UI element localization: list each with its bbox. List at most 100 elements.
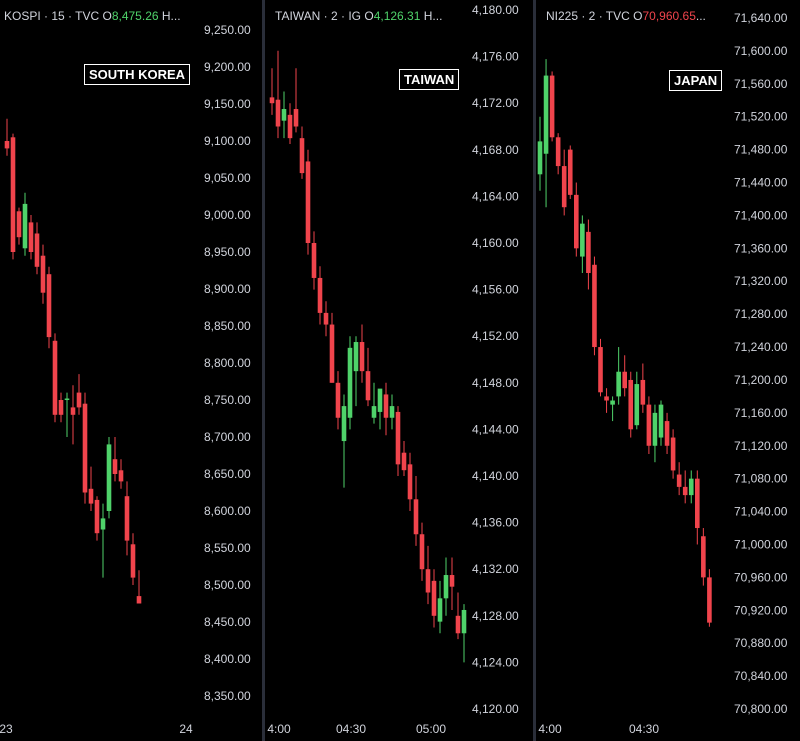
y-tick-label: 9,000.00 <box>204 208 251 222</box>
candle-body <box>70 407 76 415</box>
open-value: 70,960.65 <box>642 9 696 23</box>
candle <box>76 374 82 415</box>
panel-divider[interactable] <box>262 0 265 741</box>
candle <box>658 400 664 446</box>
candle <box>574 182 579 257</box>
y-tick-label: 71,640.00 <box>734 11 788 25</box>
y-tick-label: 71,360.00 <box>734 241 788 255</box>
candle <box>365 347 371 407</box>
y-tick-label: 9,250.00 <box>204 23 251 37</box>
x-tick-label: 24 <box>179 722 193 736</box>
candle <box>646 396 652 454</box>
y-tick-label: 8,500.00 <box>204 578 251 592</box>
candle-body <box>299 138 305 174</box>
candle <box>604 388 609 413</box>
candle-body <box>323 312 329 325</box>
candle-body <box>598 347 603 393</box>
candle <box>383 382 389 436</box>
y-tick-label: 71,200.00 <box>734 373 788 387</box>
candle <box>94 496 100 541</box>
candle <box>347 336 353 430</box>
candle-body <box>574 194 579 249</box>
candle-body <box>34 233 40 267</box>
candle-body <box>658 404 664 438</box>
candle-body <box>76 392 82 408</box>
candle <box>676 462 682 496</box>
chart-header: TAIWAN · 2 · IG O4,126.31 H... <box>275 9 442 23</box>
y-tick-label: 8,750.00 <box>204 393 251 407</box>
candle-body <box>269 97 275 104</box>
candle-body <box>64 398 70 401</box>
candle <box>610 396 615 422</box>
y-tick-label: 9,100.00 <box>204 134 251 148</box>
candle-body <box>461 609 467 634</box>
candle <box>118 459 124 489</box>
candle <box>281 91 287 139</box>
candle-body <box>586 231 591 274</box>
y-tick-label: 4,152.00 <box>472 329 519 343</box>
candle <box>455 592 461 640</box>
candle-body <box>317 277 323 313</box>
x-tick-label: 23 <box>0 722 13 736</box>
candle <box>425 545 431 605</box>
candle-body <box>401 452 407 471</box>
candle <box>311 231 317 290</box>
y-tick-label: 8,350.00 <box>204 689 251 703</box>
y-tick-label: 4,156.00 <box>472 283 519 297</box>
x-tick-label: 4:00 <box>538 722 562 736</box>
y-tick-label: 8,400.00 <box>204 652 251 666</box>
candle-body <box>124 496 130 541</box>
candle <box>323 301 329 337</box>
candle <box>701 528 706 586</box>
candle-body <box>431 580 437 616</box>
candle-body <box>275 99 281 127</box>
candle-body <box>287 114 293 139</box>
y-tick-label: 4,140.00 <box>472 469 519 483</box>
candle-body <box>383 394 389 418</box>
y-tick-label: 71,120.00 <box>734 439 788 453</box>
y-tick-label: 70,800.00 <box>734 702 788 716</box>
candle-body <box>634 384 640 426</box>
y-tick-label: 71,080.00 <box>734 472 788 486</box>
open-prefix: O <box>102 9 112 23</box>
candle <box>419 522 425 581</box>
candle <box>437 580 443 634</box>
candle-body <box>425 569 431 593</box>
taiwan-candlestick-chart: 4,180.00 4,176.00 4,172.00 4,168.00 4,164.00… <box>267 3 519 736</box>
candle <box>652 404 658 463</box>
x-tick-label: 04:30 <box>336 722 366 736</box>
y-tick-label: 70,840.00 <box>734 669 788 683</box>
y-tick-label: 4,168.00 <box>472 143 519 157</box>
candle-body <box>365 371 371 401</box>
candle-body <box>646 404 652 446</box>
y-tick-label: 4,160.00 <box>472 236 519 250</box>
open-value: 4,126.31 <box>373 9 421 23</box>
chart-panel-taiwan: 4,180.00 4,176.00 4,172.00 4,168.00 4,164.00… <box>265 0 533 741</box>
panel-divider[interactable] <box>533 0 536 741</box>
candle <box>395 406 401 476</box>
symbol-label: NI225 · 2 · TVC <box>546 9 630 23</box>
y-tick-label: 71,440.00 <box>734 176 788 190</box>
candle-body <box>567 149 573 195</box>
y-tick-label: 71,520.00 <box>734 110 788 124</box>
candle <box>10 133 16 260</box>
candle <box>305 149 311 255</box>
candle <box>335 371 341 430</box>
candle-body <box>701 536 706 578</box>
candle <box>561 149 567 216</box>
candle-body <box>455 615 461 634</box>
y-tick-label: 8,850.00 <box>204 319 251 333</box>
candle <box>567 145 573 199</box>
y-tick-label: 4,180.00 <box>472 3 519 17</box>
candle-body <box>395 411 401 465</box>
y-tick-label: 8,550.00 <box>204 541 251 555</box>
candle-body <box>610 400 615 405</box>
country-label: JAPAN <box>669 70 723 91</box>
candle <box>22 192 28 256</box>
candle <box>616 347 621 405</box>
candle-body <box>592 264 597 348</box>
candle <box>341 394 347 488</box>
y-tick-label: 4,128.00 <box>472 609 519 623</box>
japan-candlestick-chart: 71,640.00 71,600.00 71,560.00 71,520.00 71,4… <box>537 11 788 736</box>
x-tick-label: 05:00 <box>416 722 446 736</box>
